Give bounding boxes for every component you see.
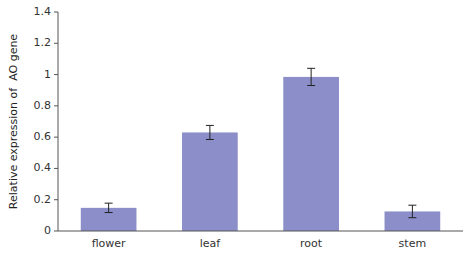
y-tick-label: 1 (44, 68, 51, 81)
y-tick (54, 199, 58, 200)
error-cap (105, 203, 113, 204)
y-axis-label: Relative expression of AO gene (7, 34, 20, 209)
error-cap (206, 125, 214, 126)
y-tick (54, 168, 58, 169)
y-tick (54, 231, 58, 232)
error-line (311, 68, 312, 85)
error-bar (408, 205, 416, 218)
error-cap (307, 68, 315, 69)
y-tick (54, 105, 58, 106)
y-tick-label: 1.4 (34, 5, 52, 18)
error-cap (408, 217, 416, 218)
y-axis-line (58, 12, 59, 231)
chart-svg: 0 0.2 0.4 0.6 0.8 1 1.2 1.4 flower leaf root stem Re… (0, 0, 475, 261)
y-tick-label: 0.2 (34, 193, 52, 206)
y-tick (54, 74, 58, 75)
y-tick (54, 43, 58, 44)
x-tick-label: root (300, 237, 323, 250)
chart-container: 0 0.2 0.4 0.6 0.8 1 1.2 1.4 flower leaf root stem Re… (0, 0, 475, 261)
error-line (108, 203, 109, 212)
x-tick-label: stem (399, 237, 427, 250)
error-cap (307, 85, 315, 86)
error-bar (206, 125, 214, 139)
error-cap (105, 212, 113, 213)
error-bar (307, 68, 315, 85)
y-tick-label: 0 (44, 224, 51, 237)
y-tick-label: 1.2 (34, 36, 52, 49)
y-tick (54, 137, 58, 138)
bar (182, 132, 238, 231)
y-tick-label: 0.6 (34, 130, 52, 143)
error-line (412, 205, 413, 218)
plot-area (81, 68, 440, 231)
x-tick-label: leaf (200, 237, 222, 250)
error-bar (105, 203, 113, 212)
x-axis: flower leaf root stem (92, 237, 426, 250)
y-tick-label: 0.8 (34, 99, 52, 112)
error-line (209, 125, 210, 139)
y-tick-label: 0.4 (34, 161, 52, 174)
y-axis: 0 0.2 0.4 0.6 0.8 1 1.2 1.4 (34, 5, 59, 237)
bar (283, 77, 339, 231)
error-cap (408, 205, 416, 206)
error-cap (206, 139, 214, 140)
y-tick (54, 12, 58, 13)
x-axis-line (58, 231, 463, 232)
x-tick-label: flower (92, 237, 126, 250)
